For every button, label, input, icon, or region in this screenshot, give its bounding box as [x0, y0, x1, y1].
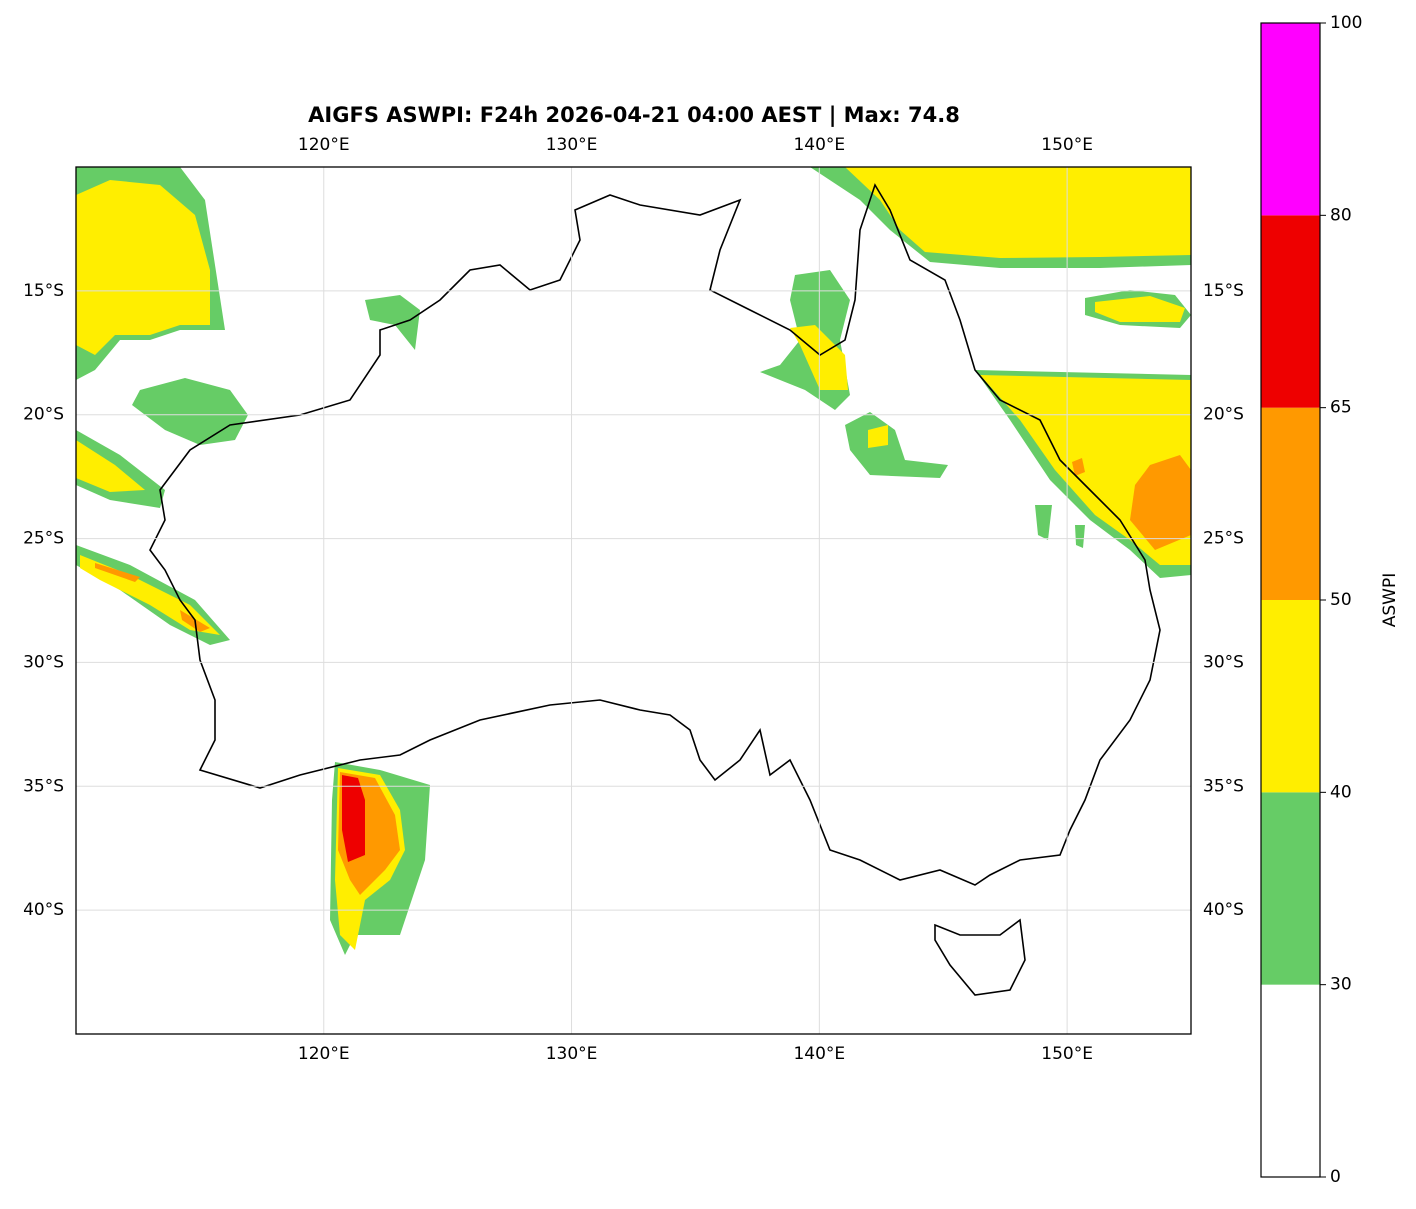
colorbar-tick-label: 100 [1330, 13, 1362, 33]
colorbar-segment [1261, 792, 1320, 985]
x-tick-label-top: 150°E [1041, 135, 1093, 155]
colorbar-tick-label: 50 [1330, 590, 1352, 610]
colorbar-tick-label: 30 [1330, 975, 1352, 995]
colorbar-segment [1261, 407, 1320, 600]
colorbar-segment [1261, 23, 1320, 216]
colorbar-tick-label: 65 [1330, 398, 1352, 418]
contour-fields [76, 167, 1191, 955]
x-tick-label-bottom: 120°E [298, 1044, 350, 1064]
chart-title: AIGFS ASWPI: F24h 2026-04-21 04:00 AEST … [308, 103, 960, 128]
x-tick-label-top: 120°E [298, 135, 350, 155]
y-tick-label-left: 15°S [23, 281, 64, 301]
x-tick-label-top: 130°E [546, 135, 598, 155]
x-tick-label-bottom: 150°E [1041, 1044, 1093, 1064]
colorbar-segment [1261, 984, 1320, 1177]
y-tick-label-right: 15°S [1203, 281, 1244, 301]
x-tick-label-bottom: 130°E [546, 1044, 598, 1064]
x-tick-label-bottom: 140°E [793, 1044, 845, 1064]
y-tick-label-right: 25°S [1203, 529, 1244, 549]
map-area [75, 166, 1192, 1035]
y-tick-label-left: 25°S [23, 529, 64, 549]
colorbar-tick-label: 0 [1330, 1167, 1341, 1187]
y-tick-label-right: 30°S [1203, 652, 1244, 672]
y-tick-label-right: 35°S [1203, 776, 1244, 796]
y-tick-label-left: 35°S [23, 776, 64, 796]
colorbar-segment [1261, 215, 1320, 408]
y-tick-label-left: 40°S [23, 900, 64, 920]
y-tick-label-right: 40°S [1203, 900, 1244, 920]
x-tick-label-top: 140°E [793, 135, 845, 155]
plot-frame [75, 166, 1192, 1035]
y-tick-label-left: 30°S [23, 652, 64, 672]
coastline [149, 183, 1161, 886]
y-tick-label-left: 20°S [23, 405, 64, 425]
colorbar-label: ASWPI [1380, 573, 1400, 628]
colorbar-tick-label: 80 [1330, 205, 1352, 225]
y-tick-label-right: 20°S [1203, 405, 1244, 425]
colorbar-segment [1261, 600, 1320, 793]
colorbar-tick-label: 40 [1330, 782, 1352, 802]
tasmania [934, 918, 1026, 996]
